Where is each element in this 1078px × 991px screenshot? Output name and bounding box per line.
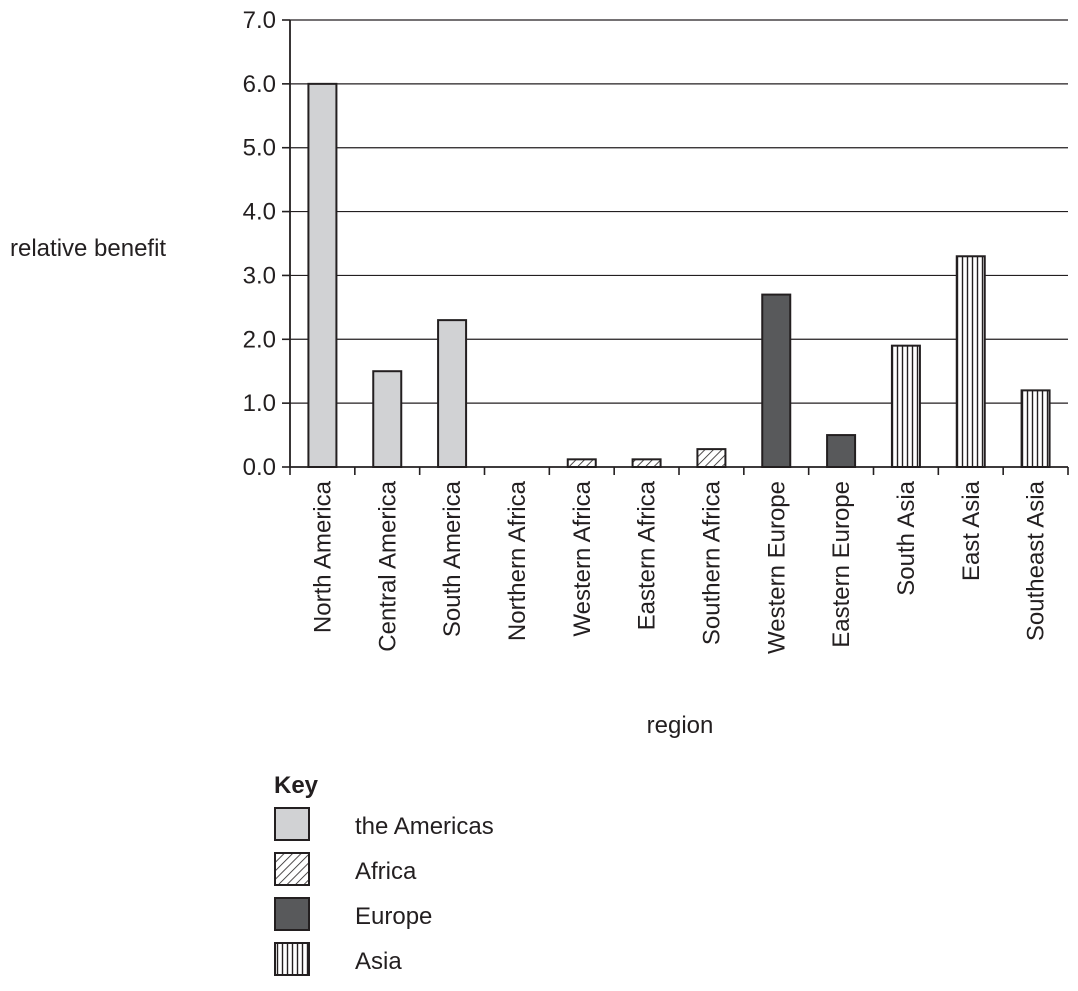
legend-swatch: [274, 807, 310, 841]
bar: [631, 458, 662, 468]
category-label: South Asia: [893, 480, 920, 595]
category-label: Southeast Asia: [1023, 480, 1050, 641]
y-tick-label: 7.0: [243, 7, 276, 34]
bar: [566, 458, 597, 468]
category-label: Western Africa: [569, 480, 596, 636]
gridlines: [290, 19, 1068, 404]
bar: [761, 293, 792, 469]
bar: [372, 370, 403, 469]
legend-swatch: [274, 897, 310, 931]
category-label: Northern Africa: [504, 480, 531, 641]
legend-label: Asia: [355, 948, 402, 975]
bar: [437, 319, 468, 468]
y-tick-label: 3.0: [243, 262, 276, 289]
legend-swatch: [274, 942, 310, 976]
category-label: East Asia: [958, 480, 985, 581]
bar: [826, 434, 857, 469]
category-label: Eastern Europe: [828, 481, 855, 648]
legend-label: Europe: [355, 903, 432, 930]
bar: [955, 255, 986, 468]
legend-label: Africa: [355, 858, 417, 885]
bar: [696, 448, 727, 468]
category-label: Southern Africa: [698, 480, 725, 645]
y-tick-label: 0.0: [243, 454, 276, 481]
y-tick-label: 5.0: [243, 135, 276, 162]
axes: [282, 19, 1069, 475]
legend: Key the Americas Africa Europe Asia: [274, 772, 494, 976]
category-label: Central America: [374, 480, 401, 651]
legend-swatch: [274, 852, 310, 886]
bar: [890, 344, 921, 468]
y-tick-label: 6.0: [243, 71, 276, 98]
category-label: Eastern Africa: [634, 480, 661, 630]
legend-label: the Americas: [355, 813, 494, 840]
labels: 0.0 1.0 2.0 3.0 4.0 5.0 6.0 7.0 North America Cen…: [243, 7, 1050, 654]
category-label: South America: [439, 480, 466, 637]
bar: [1020, 389, 1051, 468]
y-tick-label: 1.0: [243, 390, 276, 417]
category-label: North America: [309, 480, 336, 633]
x-axis-label: region: [647, 712, 714, 739]
category-label: Western Europe: [763, 481, 790, 654]
y-tick-label: 2.0: [243, 326, 276, 353]
legend-title: Key: [274, 772, 319, 799]
y-axis-label: relative benefit: [10, 235, 166, 262]
bars: [307, 82, 1051, 469]
y-tick-label: 4.0: [243, 199, 276, 226]
bar: [307, 82, 338, 468]
